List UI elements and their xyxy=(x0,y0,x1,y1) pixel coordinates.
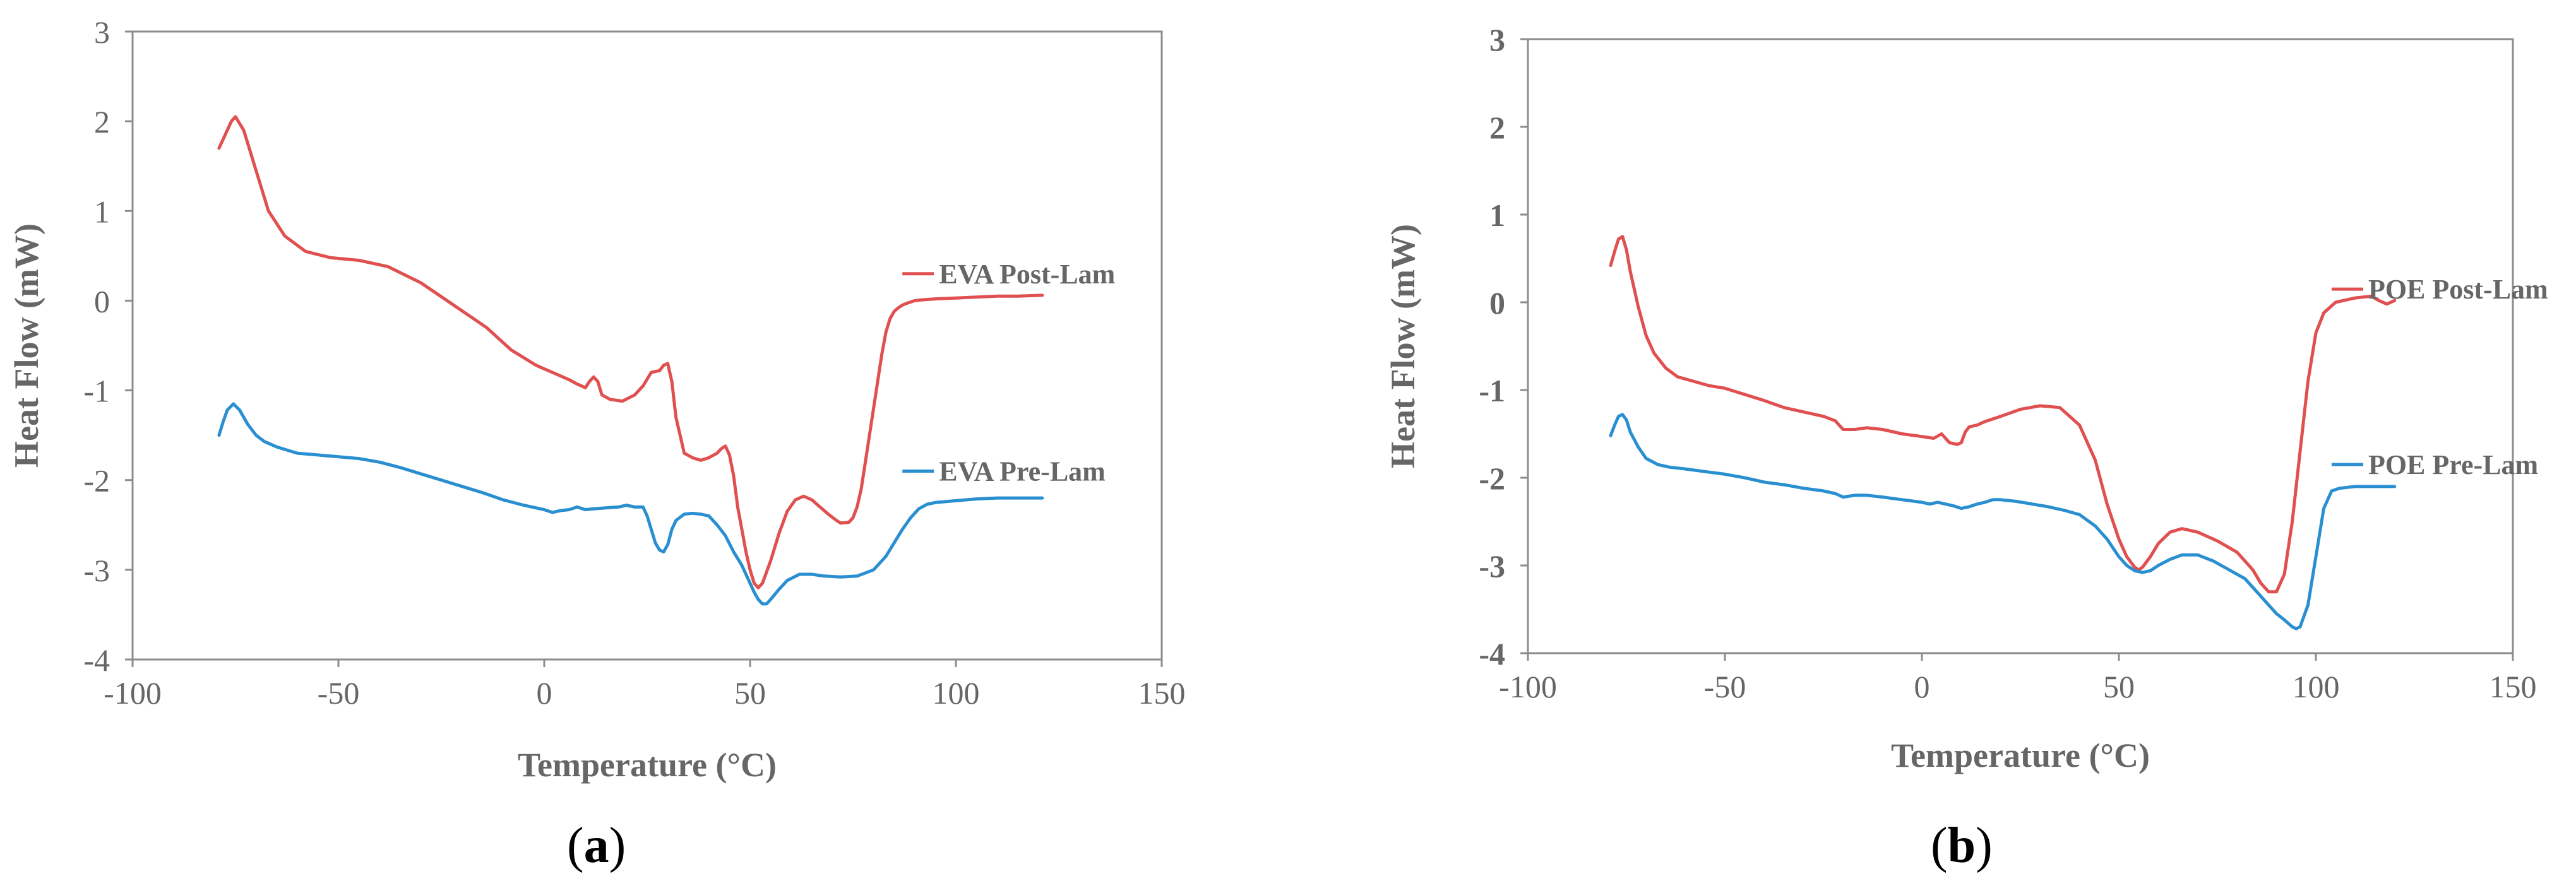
y-tick-label: 2 xyxy=(94,104,110,139)
y-tick-label: -3 xyxy=(1479,548,1505,584)
y-tick-label: 1 xyxy=(1489,198,1505,233)
x-tick-label: -50 xyxy=(318,675,360,711)
legend-label: POE Post-Lam xyxy=(2368,274,2548,305)
x-tick-label: 50 xyxy=(734,675,766,711)
x-tick-label: 150 xyxy=(2490,669,2537,704)
x-tick-label: 0 xyxy=(1914,669,1930,704)
series-line-poe-post-lam xyxy=(1609,235,2397,594)
panel-b: -4 -3 -2 -1 0 1 2 3 -100 -50 0 50 100 150 Temperature … xyxy=(1384,22,2548,774)
y-tick-label: -2 xyxy=(83,463,110,499)
x-tick-label: 100 xyxy=(2293,669,2340,704)
x-tick-label: 50 xyxy=(2103,669,2135,704)
y-tick-label: -4 xyxy=(1479,636,1505,671)
legend-label: EVA Pre-Lam xyxy=(939,456,1106,487)
x-tick-label: -50 xyxy=(1704,669,1746,704)
caption-a: (a) xyxy=(567,818,626,873)
legend-label: POE Pre-Lam xyxy=(2368,449,2538,480)
plot-frame xyxy=(1527,38,2514,654)
x-tick-label: -100 xyxy=(1499,669,1557,704)
y-axis-title: Heat Flow (mW) xyxy=(1384,224,1422,468)
x-tick-label: 100 xyxy=(933,675,980,711)
y-axis-title: Heat Flow (mW) xyxy=(8,223,45,468)
x-axis-title: Temperature (°C) xyxy=(1891,736,2150,774)
plot-frame xyxy=(131,30,1163,661)
y-tick-label: 2 xyxy=(1489,110,1505,145)
y-tick-label: -2 xyxy=(1479,461,1505,496)
y-tick-label: -4 xyxy=(83,642,110,678)
y-tick-label: -3 xyxy=(83,553,110,588)
caption-a-letter: a xyxy=(583,818,609,873)
y-tick-label: 3 xyxy=(1489,22,1505,57)
y-tick-label: 1 xyxy=(94,194,110,229)
panel-a: -4 -3 -2 -1 0 1 2 3 -100 -50 0 50 100 150 Temperature … xyxy=(8,15,1186,784)
x-tick-label: 150 xyxy=(1138,675,1186,711)
y-tick-label: 3 xyxy=(94,15,110,50)
y-tick-label: 0 xyxy=(1489,285,1505,321)
series-line-eva-post-lam xyxy=(217,115,1044,589)
x-tick-label: -100 xyxy=(104,675,162,711)
series-line-eva-pre-lam xyxy=(217,402,1044,606)
y-tick-label: 0 xyxy=(94,283,110,319)
caption-b: (b) xyxy=(1931,818,1993,873)
caption-b-letter: b xyxy=(1947,818,1976,873)
x-tick-label: 0 xyxy=(537,675,552,711)
y-tick-label: -1 xyxy=(1479,373,1505,408)
y-tick-label: -1 xyxy=(83,374,110,409)
series-line-poe-pre-lam xyxy=(1609,413,2397,630)
x-axis-title: Temperature (°C) xyxy=(518,746,777,784)
legend-label: EVA Post-Lam xyxy=(939,259,1115,290)
